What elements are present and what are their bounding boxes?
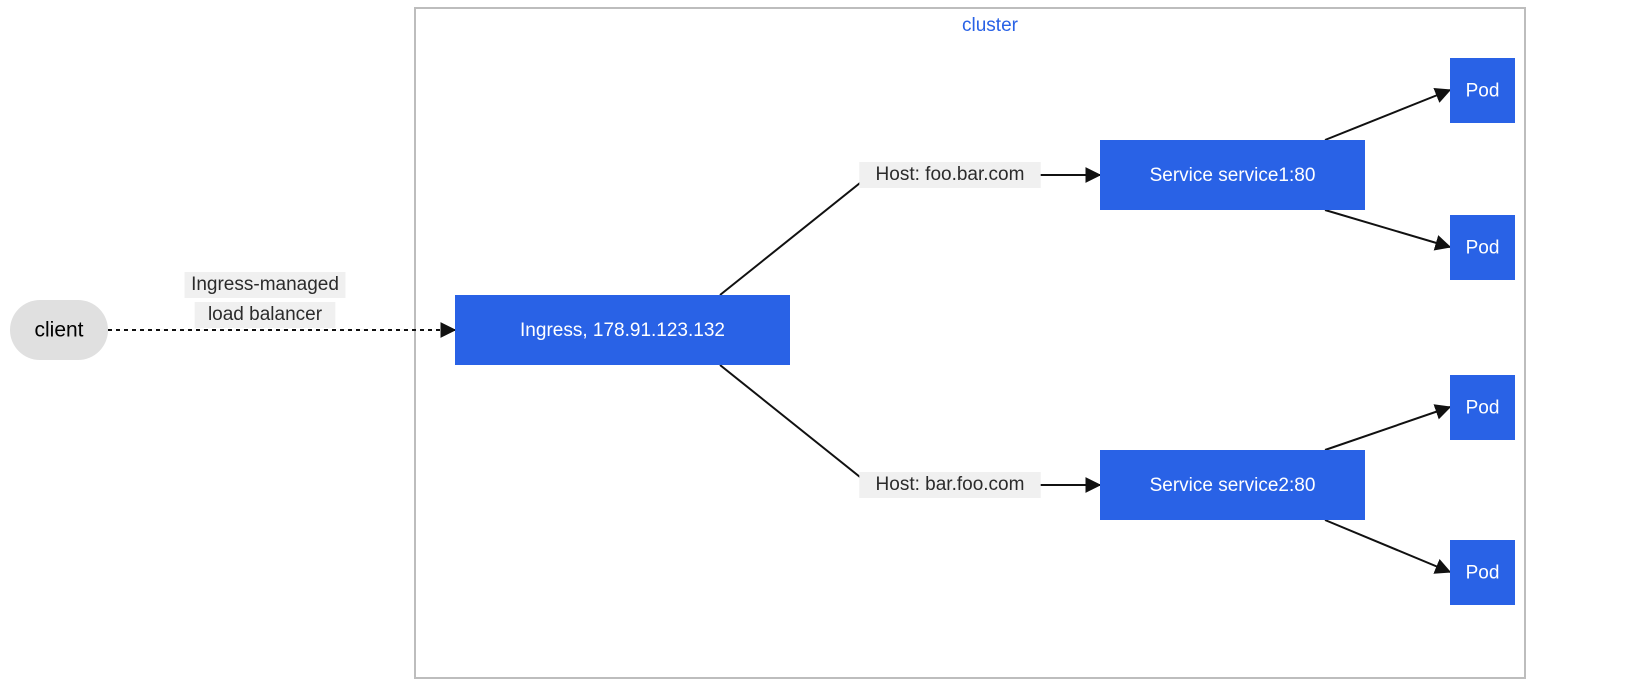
- edge-label: load balancer: [208, 304, 323, 325]
- node-service2: Service service2:80: [1100, 450, 1365, 520]
- node-label: Ingress, 178.91.123.132: [520, 320, 725, 341]
- node-label: client: [34, 319, 83, 342]
- node-pod2: Pod: [1450, 215, 1515, 280]
- edge-e-svc2-pod3: [1325, 407, 1450, 450]
- node-label: Service service1:80: [1150, 165, 1316, 186]
- edge-label: Ingress-managed: [191, 274, 339, 295]
- node-pod4: Pod: [1450, 540, 1515, 605]
- edge-label: Host: bar.foo.com: [876, 474, 1025, 495]
- edge-e-svc1-pod2: [1325, 210, 1450, 247]
- node-label: Pod: [1466, 563, 1500, 584]
- node-pod1: Pod: [1450, 58, 1515, 123]
- node-pod3: Pod: [1450, 375, 1515, 440]
- edge-label: Host: foo.bar.com: [876, 164, 1025, 185]
- node-client: client: [10, 300, 108, 360]
- node-label: Pod: [1466, 238, 1500, 259]
- edge-e-ingress-svc2: [720, 365, 1100, 485]
- edge-e-ingress-svc1: [720, 175, 1100, 295]
- node-label: Pod: [1466, 398, 1500, 419]
- cluster-label: cluster: [962, 15, 1019, 36]
- edge-e-svc2-pod4: [1325, 520, 1450, 572]
- node-ingress: Ingress, 178.91.123.132: [455, 295, 790, 365]
- edge-e-svc1-pod1: [1325, 90, 1450, 140]
- node-service1: Service service1:80: [1100, 140, 1365, 210]
- node-label: Pod: [1466, 81, 1500, 102]
- node-label: Service service2:80: [1150, 475, 1316, 496]
